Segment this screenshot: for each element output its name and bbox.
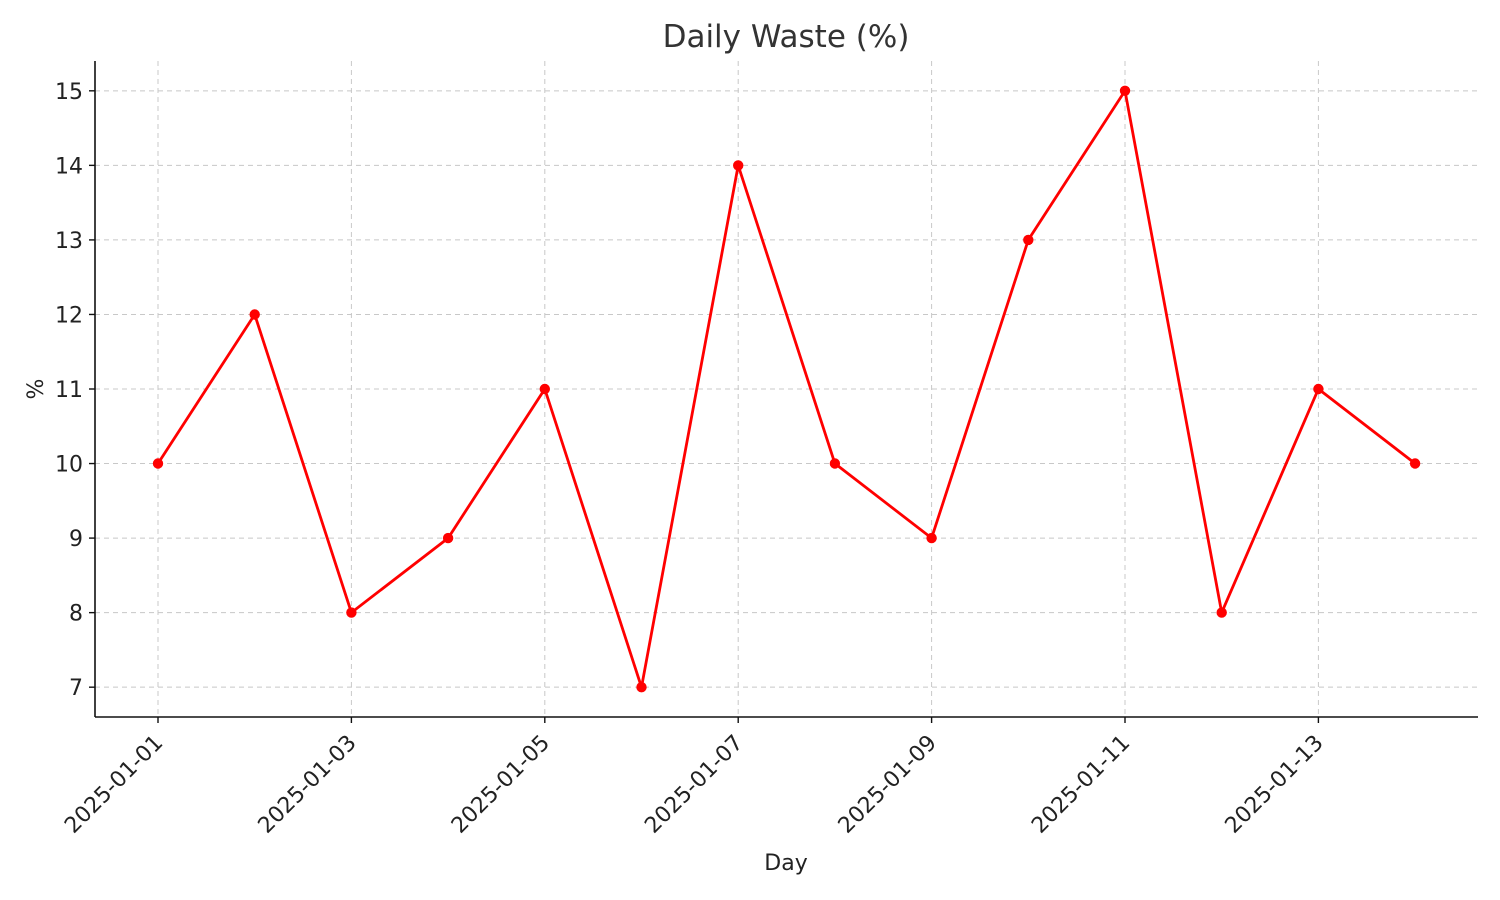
data-point [636, 682, 647, 693]
data-point [1119, 85, 1131, 97]
y-axis-label: % [24, 379, 49, 400]
series-line [156, 87, 1416, 688]
data-point [1409, 458, 1421, 469]
data-point [249, 309, 260, 320]
grid-layer [95, 61, 1478, 717]
x-tick-label: 2025-01-07 [640, 731, 748, 839]
x-tick-label: 2025-01-13 [1221, 731, 1329, 839]
data-point [829, 458, 841, 469]
x-tick-label: 2025-01-01 [60, 731, 168, 839]
data-point [442, 532, 454, 544]
ticks-layer: 7 8 9 10 11 12 13 14 15 2025-01-01 2025-01-03 2025-… [55, 80, 1329, 839]
y-tick-label: 13 [55, 229, 83, 254]
x-tick-label: 2025-01-09 [834, 731, 942, 839]
y-tick-label: 8 [69, 602, 83, 627]
y-tick-label: 9 [69, 527, 83, 552]
data-point [733, 160, 744, 171]
y-tick-label: 15 [55, 80, 83, 105]
data-point [1023, 234, 1034, 246]
x-tick-label: 2025-01-03 [254, 731, 362, 839]
x-tick-label: 2025-01-11 [1027, 731, 1135, 839]
data-point [152, 458, 164, 469]
data-point [1313, 383, 1324, 395]
x-tick-label: 2025-01-05 [447, 731, 555, 839]
y-tick-label: 7 [69, 676, 83, 701]
y-tick-label: 12 [55, 303, 83, 328]
data-point [346, 607, 357, 618]
x-axis-label: Day [764, 851, 807, 876]
data-point [1216, 607, 1227, 618]
chart-title: Daily Waste (%) [663, 19, 910, 55]
data-point [926, 532, 937, 544]
series-layer [152, 85, 1421, 693]
data-point [539, 383, 550, 395]
y-tick-label: 10 [55, 453, 83, 478]
y-tick-label: 11 [55, 378, 83, 403]
y-tick-label: 14 [55, 154, 83, 179]
